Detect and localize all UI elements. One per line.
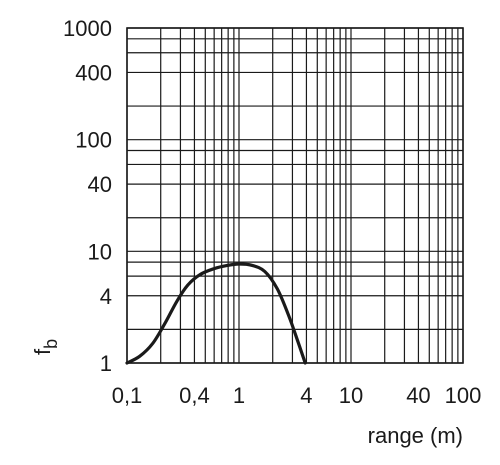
x-tick-label: 1 [233,383,245,408]
x-axis-label: range (m) [368,423,463,448]
y-tick-label: 1000 [63,16,112,41]
grid [126,27,464,364]
x-tick-labels: 0,1 0,4 1 4 10 40 100 [112,383,482,408]
x-tick-label: 0,4 [179,383,210,408]
y-tick-labels: 1 4 10 40 100 400 1000 [63,16,112,376]
x-tick-label: 10 [339,383,363,408]
x-tick-label: 4 [300,383,312,408]
y-tick-label: 10 [88,239,112,264]
y-tick-label: 400 [75,60,112,85]
y-tick-label: 4 [100,284,112,309]
x-tick-label: 0,1 [112,383,143,408]
data-series-line [125,262,307,365]
y-axis-label: fb [30,339,61,355]
x-tick-label: 40 [406,383,430,408]
x-tick-label: 100 [445,383,482,408]
plot-frame [126,27,464,364]
y-tick-label: 100 [75,128,112,153]
y-tick-label: 1 [100,351,112,376]
y-tick-label: 40 [88,172,112,197]
